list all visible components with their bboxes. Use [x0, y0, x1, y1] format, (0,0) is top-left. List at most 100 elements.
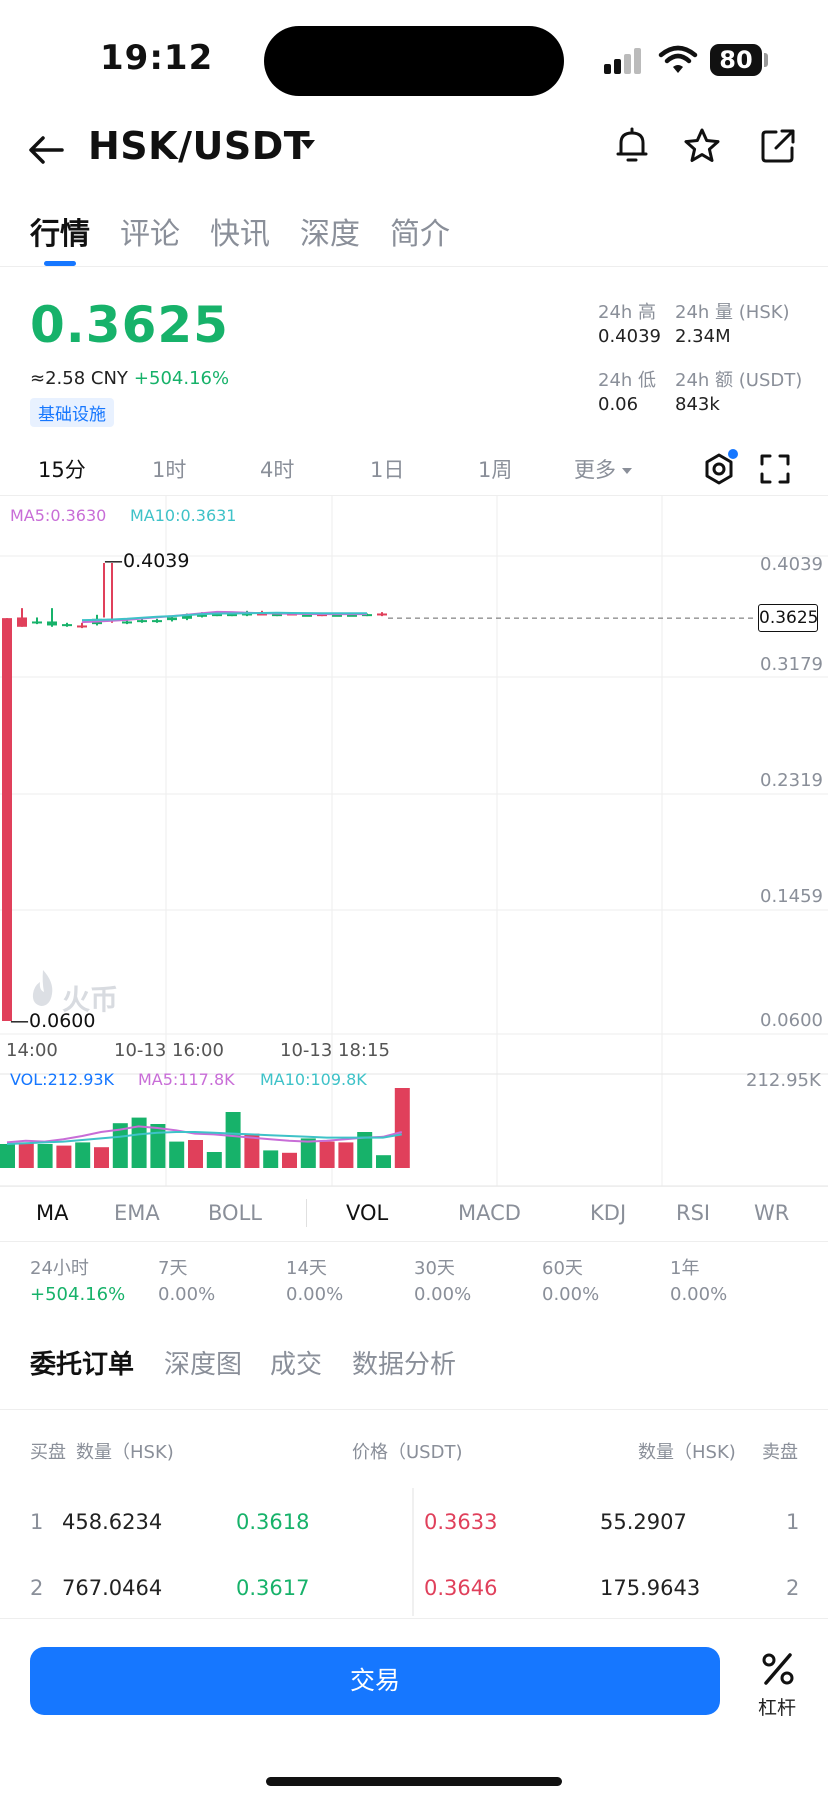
- candle-body: [197, 614, 207, 617]
- tab-orders[interactable]: 委托订单: [30, 1350, 135, 1380]
- watermark: 火币: [62, 983, 119, 1016]
- star-icon[interactable]: [680, 124, 724, 168]
- candle-body: [227, 614, 237, 617]
- candle-body: [17, 617, 27, 627]
- period-15m[interactable]: 15分: [38, 458, 86, 482]
- last-price: 0.3625: [30, 296, 229, 354]
- ma5-legend: MA5:0.3630: [10, 506, 107, 525]
- candle-body: [242, 613, 252, 616]
- home-indicator: [266, 1777, 562, 1786]
- period-4h[interactable]: 4时: [260, 458, 295, 482]
- ob-header-qty-right: 数量（HSK): [638, 1442, 736, 1463]
- ob-row-index: 1: [30, 1510, 44, 1534]
- candle-body: [272, 614, 282, 617]
- stat-label: 24h 低: [598, 370, 657, 391]
- stat-24h-low: 24h 低 0.06: [598, 366, 656, 415]
- ob-header-price: 价格（USDT): [352, 1442, 463, 1463]
- ob-bid-qty[interactable]: 458.6234: [62, 1510, 163, 1534]
- active-tab-indicator: [44, 261, 76, 266]
- notification-dot: [728, 449, 738, 459]
- dynamic-island: [264, 26, 564, 96]
- candle-body: [317, 614, 327, 617]
- volume-bar: [188, 1140, 203, 1168]
- vol-ma5-legend: MA5:117.8K: [138, 1070, 235, 1089]
- indicator-wr[interactable]: WR: [754, 1201, 790, 1225]
- ob-header-buy: 买盘: [30, 1442, 66, 1463]
- candle-body: [377, 613, 387, 616]
- tab-news[interactable]: 快讯: [210, 217, 270, 252]
- candle-body: [62, 624, 72, 627]
- ma10-legend: MA10:0.3631: [130, 506, 237, 525]
- perf-60d: 60天 0.00%: [542, 1254, 599, 1305]
- battery-tip: [764, 53, 768, 67]
- fullscreen-icon[interactable]: [758, 452, 792, 486]
- ob-bid-price[interactable]: 0.3618: [236, 1510, 310, 1534]
- indicator-ema[interactable]: EMA: [114, 1201, 160, 1225]
- volume-bar: [18, 1142, 34, 1168]
- indicator-kdj[interactable]: KDJ: [590, 1201, 627, 1225]
- leverage-icon[interactable]: [758, 1649, 798, 1689]
- volume-bar: [244, 1133, 260, 1168]
- trade-button[interactable]: 交易: [30, 1647, 720, 1715]
- period-more-label: 更多: [574, 458, 616, 482]
- stat-label: 24h 量 (HSK): [675, 302, 790, 323]
- stat-value: 0.4039: [598, 326, 661, 347]
- battery-indicator: 80: [710, 44, 762, 76]
- ob-bid-price[interactable]: 0.3617: [236, 1576, 310, 1600]
- candle-body: [257, 613, 267, 616]
- indicator-macd[interactable]: MACD: [458, 1201, 521, 1225]
- indicator-rsi[interactable]: RSI: [676, 1201, 711, 1225]
- settings-icon[interactable]: [702, 452, 736, 486]
- candle-body: [2, 618, 12, 1021]
- share-icon[interactable]: [756, 124, 800, 168]
- tab-data-analysis[interactable]: 数据分析: [352, 1350, 457, 1380]
- perf-label: 60天: [542, 1258, 583, 1279]
- tab-depth[interactable]: 深度: [300, 217, 360, 252]
- tab-market[interactable]: 行情: [30, 217, 90, 252]
- period-1h[interactable]: 1时: [152, 458, 187, 482]
- ob-bid-qty[interactable]: 767.0464: [62, 1576, 163, 1600]
- ma10-line: [81, 611, 367, 622]
- perf-label: 24小时: [30, 1258, 89, 1279]
- candle-body: [182, 614, 192, 619]
- tab-comments[interactable]: 评论: [120, 217, 180, 252]
- period-more[interactable]: 更多: [574, 454, 632, 484]
- time-label: 10-13 18:15: [280, 1040, 390, 1061]
- stat-24h-amount: 24h 额 (USDT) 843k: [675, 366, 802, 415]
- kline-chart[interactable]: [0, 496, 828, 1186]
- sector-tag[interactable]: 基础设施: [30, 398, 114, 427]
- leverage-label[interactable]: 杠杆: [758, 1697, 797, 1719]
- caret-down-icon[interactable]: [298, 134, 318, 154]
- candle-body: [212, 614, 222, 617]
- stat-value: 843k: [675, 394, 720, 415]
- tab-intro[interactable]: 简介: [390, 217, 450, 252]
- ob-ask-qty[interactable]: 175.9643: [600, 1576, 701, 1600]
- tab-depth-chart[interactable]: 深度图: [164, 1350, 243, 1380]
- candle-body: [122, 621, 132, 624]
- ob-ask-price[interactable]: 0.3633: [424, 1510, 498, 1534]
- candle-body: [77, 625, 87, 628]
- price-change: +504.16%: [133, 368, 230, 389]
- indicator-divider: [306, 1199, 307, 1227]
- status-time: 19:12: [100, 38, 214, 78]
- huobi-flame-icon: [32, 970, 53, 1006]
- back-arrow-icon[interactable]: [26, 130, 66, 170]
- volume-bar: [300, 1138, 316, 1168]
- stat-label: 24h 高: [598, 302, 657, 323]
- perf-1y: 1年 0.00%: [670, 1254, 727, 1305]
- ob-ask-price[interactable]: 0.3646: [424, 1576, 498, 1600]
- bell-icon[interactable]: [610, 124, 654, 168]
- tab-trades[interactable]: 成交: [270, 1350, 323, 1380]
- ob-row-index: 1: [786, 1510, 800, 1534]
- volume-bar: [206, 1152, 222, 1168]
- indicator-ma[interactable]: MA: [36, 1201, 69, 1225]
- indicator-vol[interactable]: VOL: [346, 1201, 389, 1225]
- candle-body: [47, 621, 57, 626]
- pair-title[interactable]: HSK/USDT: [88, 124, 311, 168]
- vol-ma5-line: [6, 1125, 403, 1144]
- period-1w[interactable]: 1周: [478, 458, 513, 482]
- indicator-boll[interactable]: BOLL: [208, 1201, 262, 1225]
- period-1d[interactable]: 1日: [370, 458, 405, 482]
- ob-ask-qty[interactable]: 55.2907: [600, 1510, 687, 1534]
- candle-body: [137, 620, 147, 623]
